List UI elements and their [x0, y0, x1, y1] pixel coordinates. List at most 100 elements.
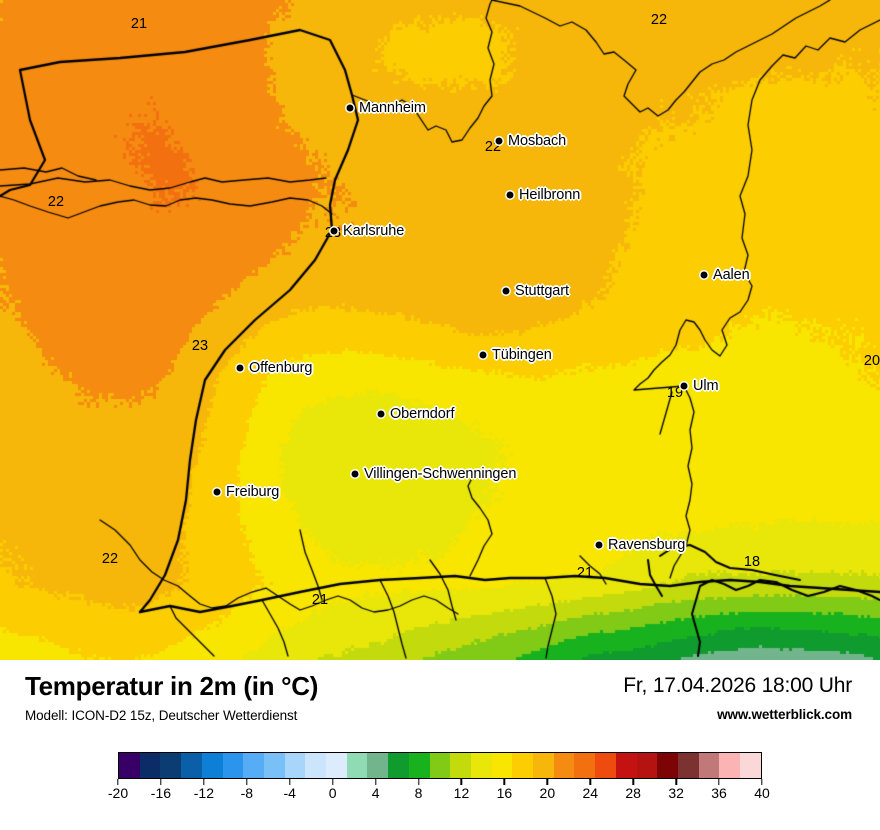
colorbar-tick-label: 8: [414, 785, 423, 801]
colorbar-swatch: [263, 753, 285, 778]
colorbar-tick-label: 36: [711, 785, 727, 801]
city-dot-icon: [236, 364, 244, 372]
colorbar-swatch: [367, 753, 389, 778]
city-label: Karlsruhe: [343, 223, 405, 239]
colorbar-swatch: [222, 753, 244, 778]
colorbar-tick: [417, 779, 420, 785]
city-dot-icon: [351, 470, 359, 478]
colorbar-tick-label: 12: [453, 785, 470, 801]
colorbar-swatch: [574, 753, 596, 778]
colorbar-tick: [246, 779, 248, 785]
colorbar-tick: [761, 779, 763, 785]
city-label: Aalen: [713, 267, 750, 283]
colorbar-tick: [289, 779, 291, 785]
colorbar-swatch: [740, 753, 761, 778]
city-dot-icon: [680, 382, 688, 390]
map-label-overlay: 212222222323201922211821MannheimMosbachH…: [47, 12, 880, 608]
isoline-value-label: 21: [576, 565, 594, 581]
city-label: Mosbach: [508, 133, 567, 149]
colorbar-tick: [117, 779, 119, 785]
colorbar-swatch: [160, 753, 182, 778]
city-dot-icon: [213, 488, 221, 496]
colorbar-tick: [203, 779, 205, 785]
city-dot-icon: [346, 104, 354, 112]
colorbar-tick-label: 0: [328, 785, 337, 801]
colorbar-tick: [589, 779, 591, 785]
temperature-raster: [0, 0, 880, 660]
colorbar-swatches: [118, 752, 762, 779]
city-label: Offenburg: [249, 360, 313, 376]
city-label: Ravensburg: [608, 537, 686, 553]
meta-block: Fr, 17.04.2026 18:00 Uhr www.wetterblick…: [623, 674, 852, 722]
city-label: Villingen-Schwenningen: [364, 466, 517, 482]
colorbar-swatch: [533, 753, 554, 778]
city-label: Mannheim: [359, 100, 426, 116]
city-label: Tübingen: [492, 347, 552, 363]
colorbar-tick-label: -4: [283, 785, 296, 801]
colorbar-swatch: [305, 753, 327, 778]
title-block: Temperatur in 2m (in °C) Modell: ICON-D2…: [25, 672, 318, 723]
colorbar-tick: [160, 779, 162, 785]
isoline-value-label: 22: [101, 551, 119, 567]
colorbar-swatch: [243, 753, 264, 778]
colorbar-swatch: [470, 753, 492, 778]
colorbar-swatch: [615, 753, 637, 778]
colorbar-tick-label: -16: [150, 785, 172, 801]
city-label: Freiburg: [226, 484, 280, 500]
colorbar-tick-label: 40: [754, 785, 770, 801]
city-label: Oberndorf: [390, 406, 455, 422]
city-dot-icon: [495, 137, 503, 145]
weather-map[interactable]: 212222222323201922211821MannheimMosbachH…: [0, 0, 880, 660]
colorbar-tick: [546, 779, 549, 785]
city-dot-icon: [502, 287, 510, 295]
colorbar-tick-label: -8: [240, 785, 254, 801]
colorbar-swatch: [284, 753, 306, 778]
colorbar-swatch: [326, 753, 347, 778]
website-credit: www.wetterblick.com: [717, 707, 852, 722]
city-dot-icon: [700, 271, 708, 279]
colorbar-tick: [632, 779, 634, 785]
isoline-value-label: 18: [743, 554, 761, 570]
colorbar-tick-label: -12: [193, 785, 214, 801]
isoline-value-label: 22: [650, 12, 668, 28]
colorbar-tick-label: 20: [539, 785, 556, 801]
city-dot-icon: [595, 541, 603, 549]
isoline-value-label: 20: [863, 353, 880, 369]
colorbar-swatch: [181, 753, 202, 778]
isoline-value-label: 21: [311, 592, 329, 608]
colorbar-swatch: [657, 753, 678, 778]
colorbar-tick-label: 28: [625, 785, 641, 801]
colorbar-tick-label: 16: [496, 785, 513, 801]
valid-timestamp: Fr, 17.04.2026 18:00 Uhr: [623, 674, 852, 697]
colorbar-swatch: [553, 753, 575, 778]
city-dot-icon: [330, 227, 338, 235]
colorbar-swatch: [408, 753, 430, 778]
city-label: Ulm: [693, 378, 719, 394]
colorbar-swatch: [636, 753, 658, 778]
footer-panel: Temperatur in 2m (in °C) Modell: ICON-D2…: [0, 660, 880, 830]
page-title: Temperatur in 2m (in °C): [25, 671, 319, 701]
isoline-value-label: 22: [47, 194, 65, 210]
colorbar-tick-label: 32: [668, 785, 684, 801]
colorbar-tick-label: 24: [582, 785, 599, 801]
isoline-value-label: 23: [191, 338, 209, 354]
isoline-value-label: 21: [130, 16, 148, 32]
city-label: Stuttgart: [515, 283, 569, 299]
colorbar-tick-label: 4: [371, 785, 380, 801]
colorbar-swatch: [698, 753, 720, 778]
colorbar-tick: [460, 779, 463, 785]
city-dot-icon: [377, 410, 385, 418]
colorbar-swatch: [119, 753, 140, 778]
colorbar-swatch: [388, 753, 409, 778]
city-dot-icon: [479, 351, 487, 359]
colorbar-swatch: [201, 753, 223, 778]
colorbar-tick-label: -20: [107, 785, 129, 801]
model-subtitle: Modell: ICON-D2 15z, Deutscher Wetterdie…: [25, 707, 298, 723]
colorbar-swatch: [719, 753, 741, 778]
colorbar-tick: [718, 779, 720, 785]
colorbar-swatch: [595, 753, 616, 778]
colorbar-swatch: [139, 753, 161, 778]
colorbar-tick-labels: -20 -16 -12 -8 -4 0 4 8 12 16 20 24 28 32 36 40: [108, 785, 770, 805]
colorbar-swatch: [677, 753, 699, 778]
colorbar-swatch: [429, 753, 451, 778]
